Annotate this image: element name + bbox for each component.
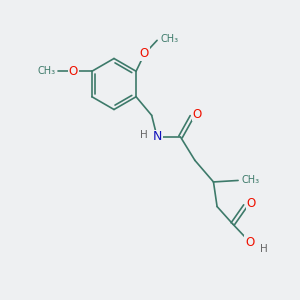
Text: O: O [193, 108, 202, 121]
Text: N: N [152, 130, 162, 143]
Text: O: O [69, 65, 78, 78]
Text: H: H [260, 244, 268, 254]
Text: CH₃: CH₃ [37, 66, 55, 76]
Text: O: O [245, 236, 254, 249]
Text: H: H [140, 130, 148, 140]
Text: O: O [247, 197, 256, 210]
Text: CH₃: CH₃ [242, 175, 260, 185]
Text: CH₃: CH₃ [161, 34, 179, 44]
Text: O: O [140, 47, 149, 60]
